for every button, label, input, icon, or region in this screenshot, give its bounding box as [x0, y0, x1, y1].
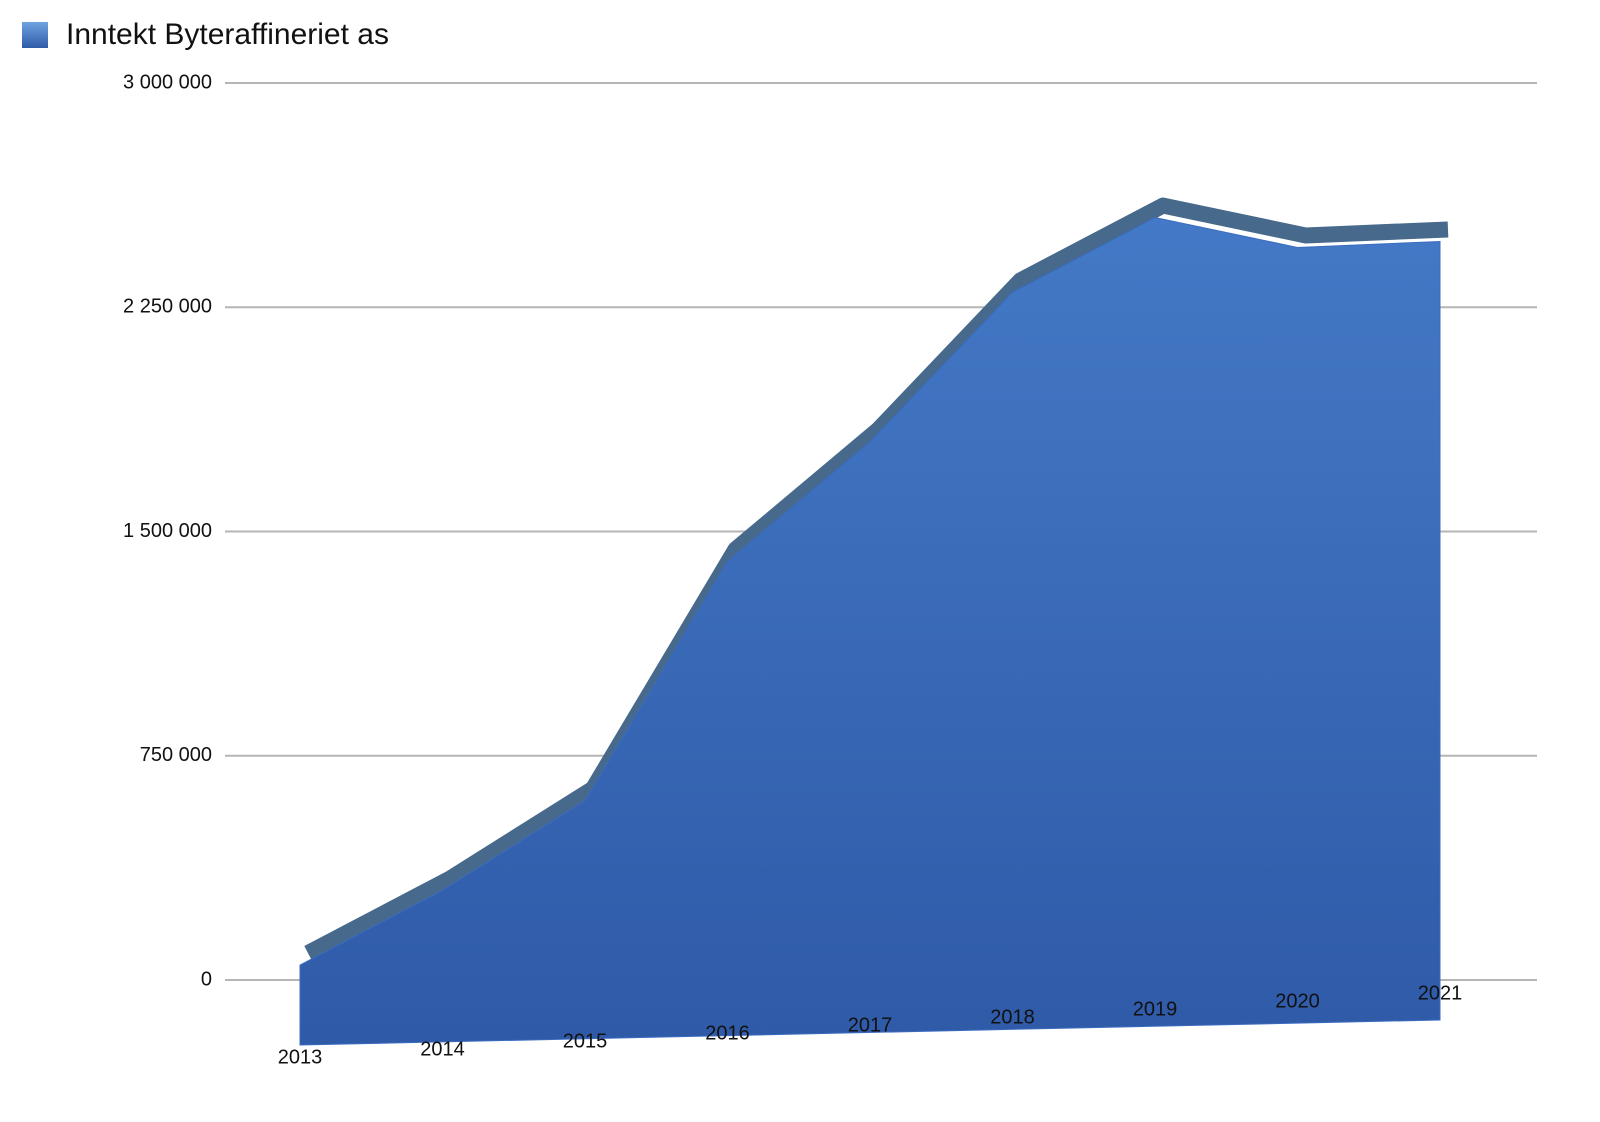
y-tick-label: 0 — [201, 968, 212, 990]
area — [299, 217, 1441, 1046]
legend: Inntekt Byteraffineriet as — [22, 18, 389, 51]
x-tick-label: 2019 — [1133, 998, 1178, 1020]
x-tick-label: 2016 — [705, 1022, 750, 1044]
x-tick-label: 2015 — [563, 1030, 608, 1052]
x-tick-label: 2014 — [420, 1038, 465, 1060]
x-tick-label: 2013 — [278, 1046, 323, 1068]
y-tick-label: 3 000 000 — [123, 71, 212, 93]
legend-label: Inntekt Byteraffineriet as — [66, 18, 389, 51]
x-tick-label: 2020 — [1275, 990, 1320, 1012]
x-tick-label: 2021 — [1418, 982, 1463, 1004]
y-tick-label: 750 000 — [140, 744, 212, 766]
area-top-edge — [304, 197, 1449, 961]
legend-swatch — [22, 22, 48, 48]
y-tick-label: 1 500 000 — [123, 520, 212, 542]
y-tick-label: 2 250 000 — [123, 296, 212, 318]
x-tick-label: 2017 — [848, 1014, 893, 1036]
x-tick-label: 2018 — [990, 1006, 1035, 1028]
